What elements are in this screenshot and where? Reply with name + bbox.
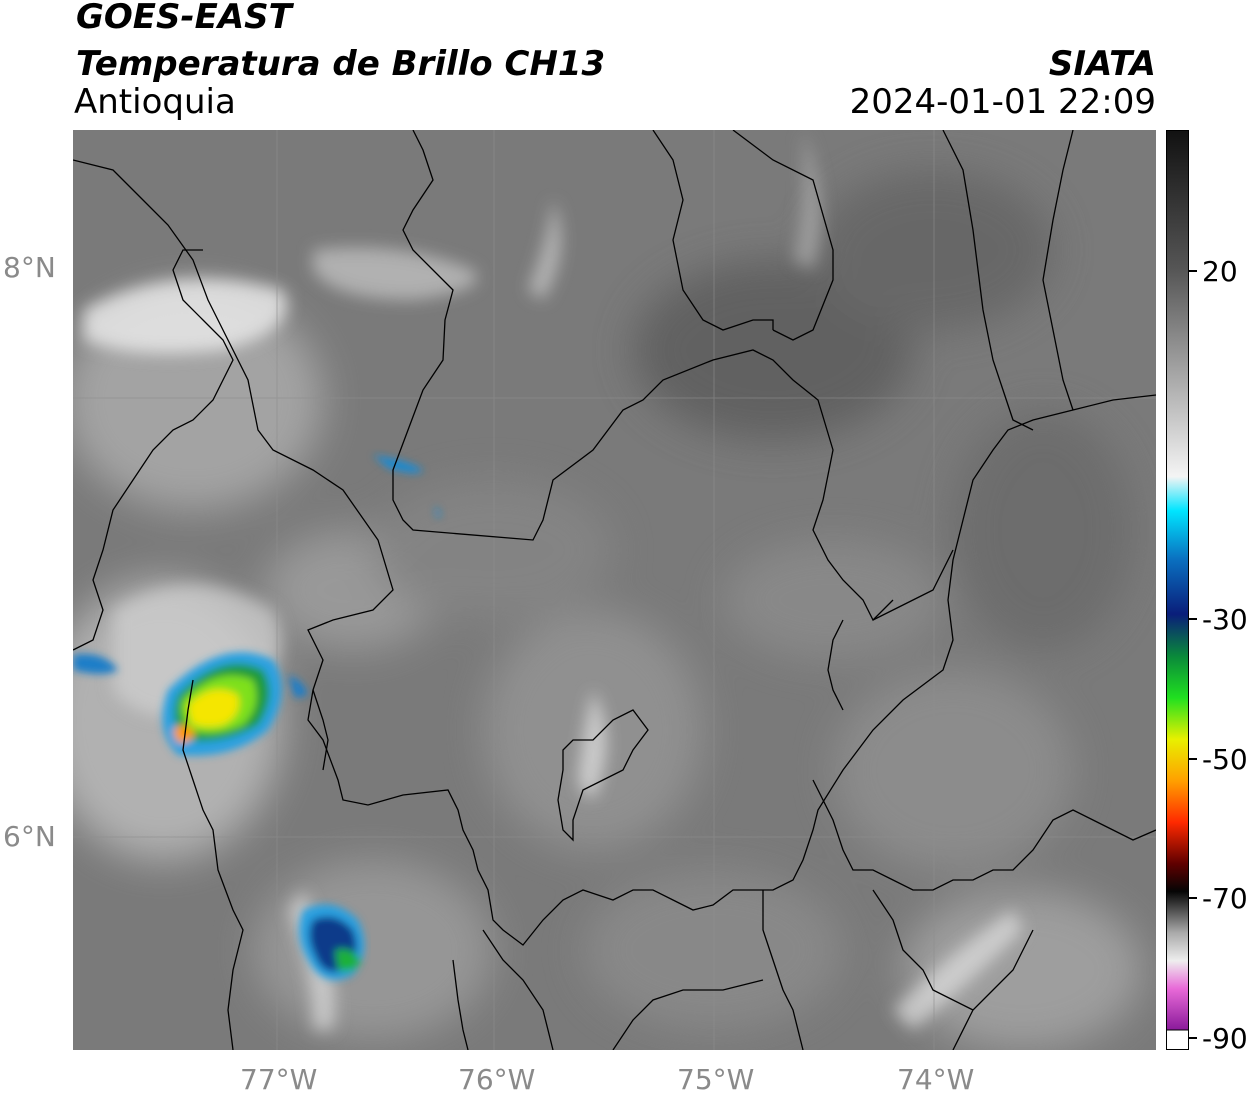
map-title-product: Temperatura de Brillo CH13 (76, 44, 606, 84)
colorbar-label-20: 20 (1202, 255, 1238, 288)
lon-label-76w: 76°W (458, 1063, 536, 1096)
lon-label-75w: 75°W (677, 1063, 755, 1096)
lon-label-74w: 74°W (897, 1063, 975, 1096)
map-region-label: Antioquia (74, 82, 236, 122)
narrow-cloud-band (373, 455, 441, 518)
convective-cell-west (73, 652, 308, 756)
colorbar-tick-minus70 (1189, 897, 1197, 899)
colorbar (1166, 130, 1189, 1050)
colorbar-tick-20 (1189, 270, 1197, 272)
lat-label-6n: 6°N (3, 820, 56, 853)
lat-label-8n: 8°N (3, 251, 56, 284)
colorbar-label-minus90: -90 (1202, 1022, 1248, 1055)
colorbar-label-minus70: -70 (1202, 882, 1248, 915)
colorbar-gradient (1166, 130, 1189, 1030)
colorbar-tick-minus50 (1189, 758, 1197, 760)
colorbar-extend-min (1166, 1029, 1189, 1050)
map-title-satellite: GOES-EAST (76, 0, 292, 37)
colorbar-label-minus50: -50 (1202, 743, 1248, 776)
brightness-temperature-map (73, 130, 1156, 1050)
colorbar-label-minus30: -30 (1202, 603, 1248, 636)
datetime-label: 2024-01-01 22:09 (849, 82, 1156, 122)
colorbar-tick-minus90 (1189, 1037, 1197, 1039)
boundary-lines (73, 130, 1156, 1050)
lon-label-77w: 77°W (240, 1063, 318, 1096)
grid-lines (73, 130, 1156, 1050)
convective-cell-south (299, 904, 365, 980)
colorbar-tick-minus30 (1189, 618, 1197, 620)
agency-label: SIATA (1048, 44, 1156, 84)
